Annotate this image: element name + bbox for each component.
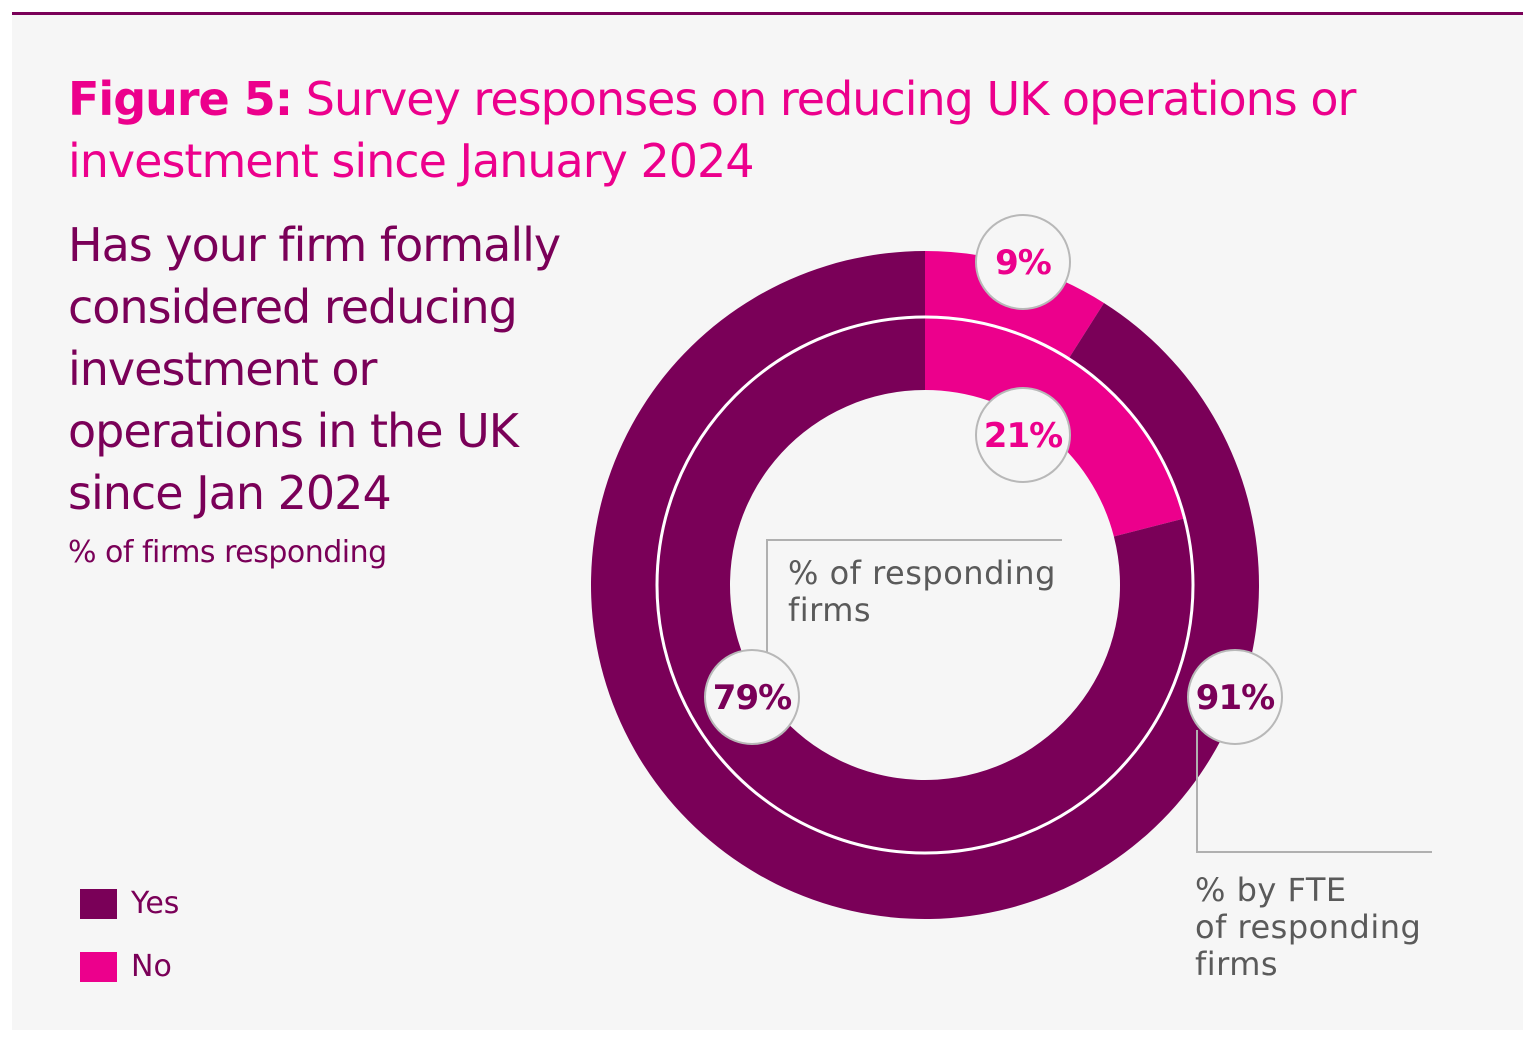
outer-label-bubble-no — [975, 214, 1071, 310]
chart-subtitle: % of firms responding — [68, 535, 387, 570]
inner-value-label-yes: 79% — [713, 678, 791, 718]
inner-label-bubble-no — [975, 387, 1071, 483]
outer-ring-annotation: % by FTE of responding firms — [1195, 872, 1421, 983]
survey-question: Has your firm formally considered reduci… — [68, 218, 561, 520]
figure-title: Figure 5: Survey responses on reducing U… — [68, 68, 1418, 192]
legend-swatch-no — [80, 951, 117, 982]
ring-separator — [655, 315, 1195, 855]
legend-item-no: No — [80, 949, 172, 984]
outer-annotation-line1: % by FTE — [1195, 871, 1347, 909]
figure-number: Figure 5: — [68, 72, 293, 126]
legend-label-yes: Yes — [131, 886, 180, 921]
outer-label-bubble-yes — [1187, 649, 1283, 745]
figure-title-text: Survey responses on reducing UK operatio… — [68, 72, 1356, 188]
inner-annotation-connector — [766, 539, 1062, 652]
inner-value-label-no: 21% — [984, 416, 1062, 456]
legend-swatch-yes — [80, 888, 117, 919]
inner-label-bubble-yes — [704, 649, 800, 745]
outer-annotation-connector — [1196, 730, 1432, 853]
outer-annotation-line2: of responding — [1195, 908, 1422, 946]
outer-value-label-no: 9% — [995, 243, 1051, 283]
legend-item-yes: Yes — [80, 886, 179, 921]
outer-annotation-line3: firms — [1195, 945, 1279, 983]
outer-value-label-yes: 91% — [1196, 678, 1274, 718]
legend-label-no: No — [131, 949, 172, 984]
inner-ring-annotation: % of responding firms — [788, 554, 1056, 629]
